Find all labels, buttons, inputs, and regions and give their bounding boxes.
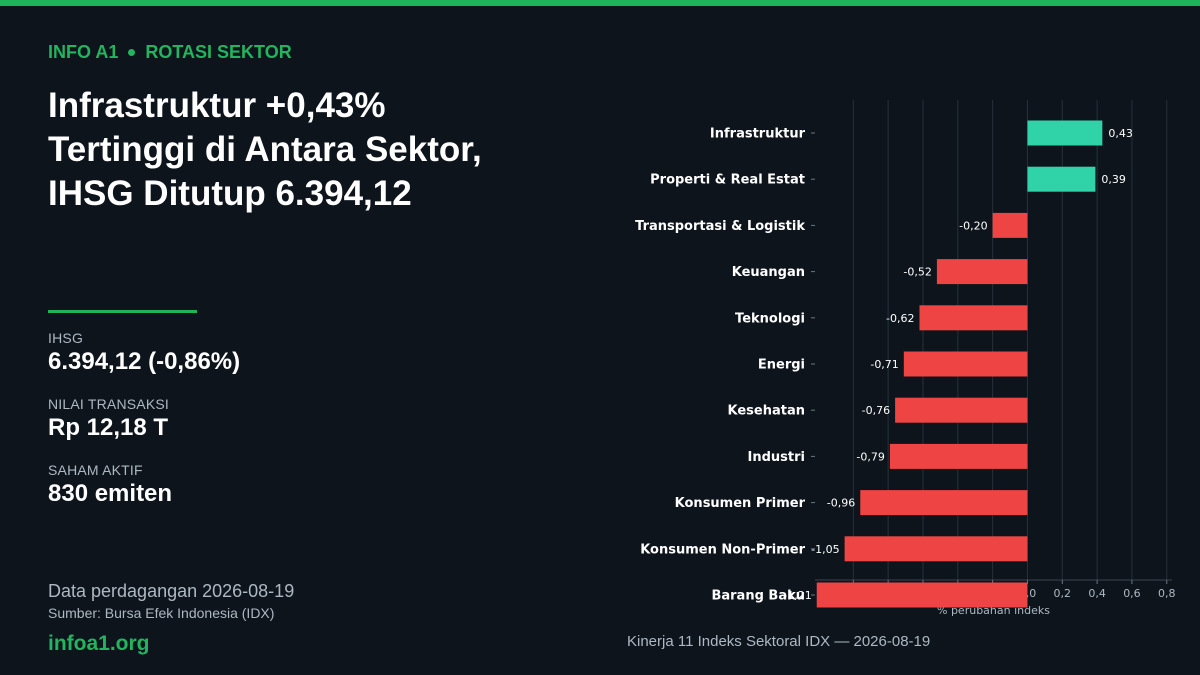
headline-line-3: IHSG Ditutup 6.394,12 <box>48 174 412 213</box>
bar-4 <box>919 305 1028 331</box>
category-label-4: Teknologi <box>735 311 805 326</box>
value-label-8: -0,96 <box>827 497 855 510</box>
value-label-2: -0,20 <box>959 219 987 232</box>
bar-1 <box>1027 166 1096 192</box>
category-label-1: Properti & Real Estat <box>650 173 805 188</box>
headline: Infrastruktur +0,43% Tertinggi di Antara… <box>48 84 568 216</box>
sector-bar-chart: -1,0-0,8-0,6-0,4-0,20,00,20,40,60,8% per… <box>635 100 1176 617</box>
value-label-9: -1,05 <box>811 543 839 556</box>
bar-6 <box>895 397 1028 423</box>
value-label-0: 0,43 <box>1108 127 1133 140</box>
bullet-dot-icon <box>128 49 136 56</box>
bar-9 <box>844 536 1028 562</box>
category-label-7: Industri <box>748 450 805 465</box>
category-label-6: Kesehatan <box>728 404 806 419</box>
kicker-brand: INFO A1 <box>48 42 119 62</box>
category-label-5: Energi <box>758 358 805 373</box>
value-label-10: -1,21 <box>783 589 811 602</box>
x-tick-label-7: 0,4 <box>1088 587 1106 600</box>
section-divider <box>48 310 197 313</box>
stat-active-stocks-value: 830 emiten <box>48 480 173 507</box>
value-label-3: -0,52 <box>903 266 931 279</box>
bar-7 <box>889 443 1028 469</box>
stat-transaction-label: NILAI TRANSAKSI <box>48 396 170 412</box>
value-label-4: -0,62 <box>886 312 914 325</box>
site-link[interactable]: infoa1.org <box>48 632 150 655</box>
bar-2 <box>992 212 1028 238</box>
bar-5 <box>903 351 1028 377</box>
bar-10 <box>816 582 1028 608</box>
stat-active-stocks-label: SAHAM AKTIF <box>48 462 143 478</box>
x-tick-label-6: 0,2 <box>1054 587 1072 600</box>
trading-date-note: Data perdagangan 2026-08-19 <box>48 581 295 601</box>
x-tick-label-8: 0,6 <box>1123 587 1141 600</box>
value-label-5: -0,71 <box>870 358 898 371</box>
bar-3 <box>936 259 1028 285</box>
category-label-10: Barang Baku <box>711 589 805 604</box>
chart-caption: Kinerja 11 Indeks Sektoral IDX — 2026-08… <box>627 633 931 650</box>
category-label-2: Transportasi & Logistik <box>635 219 805 234</box>
kicker: INFO A1 ROTASI SEKTOR <box>48 42 292 63</box>
category-label-9: Konsumen Non-Primer <box>640 542 805 557</box>
x-tick-label-9: 0,8 <box>1158 587 1176 600</box>
stat-ihsg-value: 6.394,12 (-0,86%) <box>48 348 241 375</box>
headline-line-1: Infrastruktur +0,43% <box>48 86 386 125</box>
category-label-3: Keuangan <box>732 265 805 280</box>
headline-line-2: Tertinggi di Antara Sektor, <box>48 130 482 169</box>
kicker-section: ROTASI SEKTOR <box>145 42 292 62</box>
bar-8 <box>860 490 1028 516</box>
value-label-1: 0,39 <box>1101 173 1126 186</box>
top-accent-bar <box>0 0 1200 6</box>
category-label-0: Infrastruktur <box>710 127 806 142</box>
value-label-7: -0,79 <box>856 450 884 463</box>
stat-transaction-value: Rp 12,18 T <box>48 414 169 441</box>
value-label-6: -0,76 <box>862 404 890 417</box>
data-source: Sumber: Bursa Efek Indonesia (IDX) <box>48 605 275 621</box>
stat-ihsg-label: IHSG <box>48 330 84 346</box>
category-label-8: Konsumen Primer <box>675 496 806 511</box>
bar-0 <box>1027 120 1103 146</box>
